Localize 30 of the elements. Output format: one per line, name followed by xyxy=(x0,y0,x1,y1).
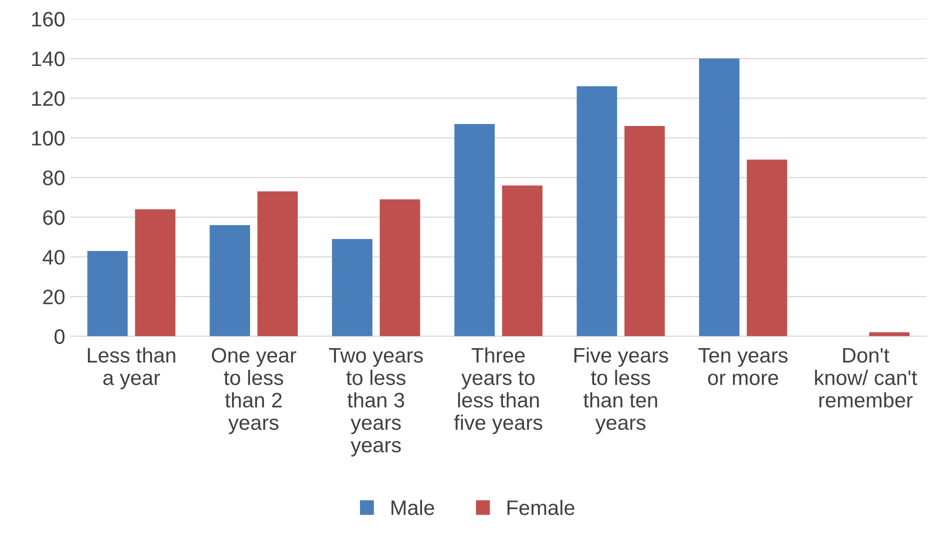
y-tick-label: 80 xyxy=(43,170,65,186)
bar xyxy=(332,239,372,336)
x-tick-label: Ten years or more xyxy=(698,348,788,386)
x-tick-label: Don't know/ can't remember xyxy=(815,348,918,408)
y-tick-label: 60 xyxy=(43,210,65,225)
bar xyxy=(576,86,618,336)
y-tick-label: 120 xyxy=(32,91,65,106)
bar xyxy=(699,58,740,336)
y-tick-label: 20 xyxy=(43,290,65,304)
x-tick-label: Less than a year xyxy=(88,347,176,390)
y-tick-label: 100 xyxy=(32,130,65,146)
y-tick-label: 0 xyxy=(54,329,65,344)
bar xyxy=(135,209,176,336)
bar xyxy=(502,185,542,336)
x-tick-label: One year to less than 2 years xyxy=(212,348,296,434)
bar xyxy=(87,250,128,336)
x-tick-label: Five years to less than ten years xyxy=(574,347,668,434)
bar xyxy=(380,199,420,336)
bar xyxy=(257,191,298,336)
bar xyxy=(746,160,788,336)
y-tick-label: 40 xyxy=(42,250,65,265)
bar xyxy=(624,126,665,336)
y-tick-label: 140 xyxy=(32,52,65,66)
legend-label: Male xyxy=(392,500,434,516)
bar xyxy=(210,225,250,336)
x-tick-label: Three years to less than five years xyxy=(454,347,542,434)
x-tick-label: Two years to less than 3 years years xyxy=(329,348,423,457)
legend-label: Female xyxy=(508,500,574,516)
bar xyxy=(454,124,495,336)
y-tick-label: 160 xyxy=(32,12,65,27)
